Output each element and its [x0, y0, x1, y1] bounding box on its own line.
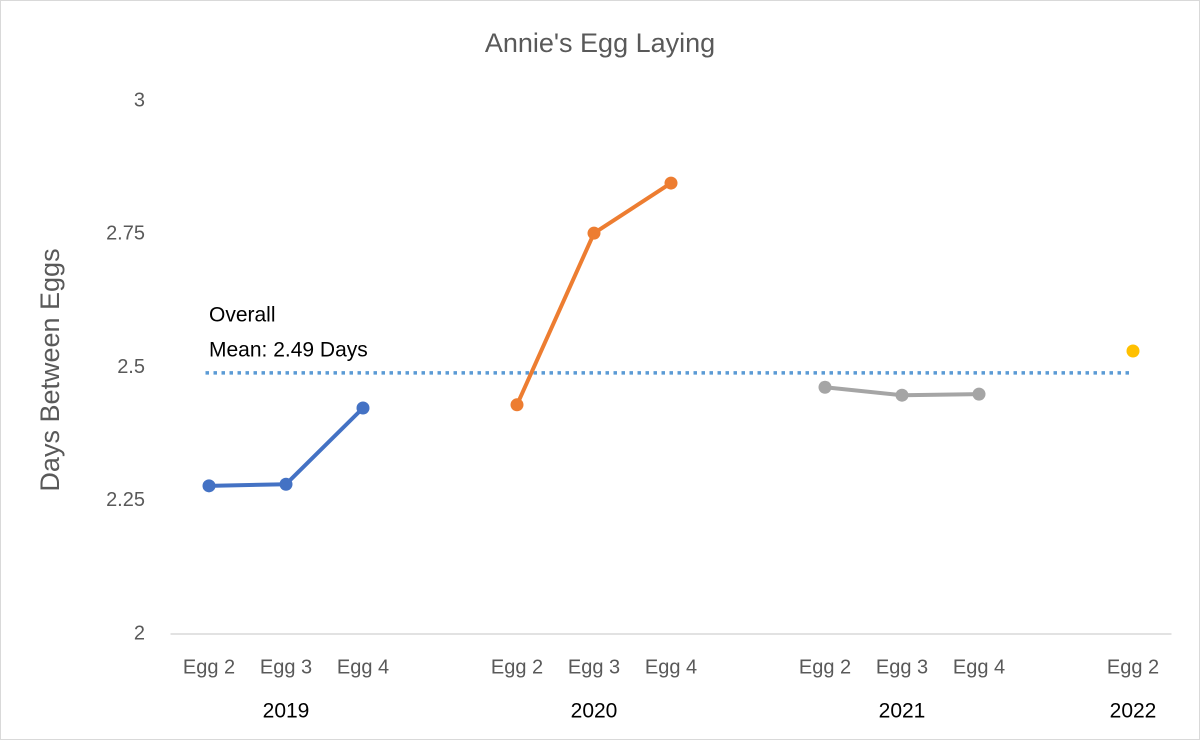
- series-marker: [664, 176, 678, 190]
- y-tick-label: 2.25: [106, 489, 145, 511]
- x-tick-label: Egg 4: [953, 656, 1005, 678]
- x-tick-label: Egg 2: [799, 656, 851, 678]
- mean-annotation: Overall: [209, 303, 276, 326]
- y-tick-label: 2.75: [106, 223, 145, 245]
- chart-title: Annie's Egg Laying: [485, 28, 715, 58]
- series-marker: [895, 388, 909, 402]
- x-tick-label: Egg 3: [260, 656, 312, 678]
- x-tick-label: Egg 4: [337, 656, 389, 678]
- series-marker: [279, 477, 293, 491]
- y-tick-label: 2: [134, 622, 145, 644]
- x-tick-label: Egg 4: [645, 656, 697, 678]
- x-tick-label: Egg 2: [1107, 656, 1159, 678]
- y-tick-label: 2.5: [117, 356, 145, 378]
- x-group-label: 2020: [571, 700, 618, 723]
- x-tick-label: Egg 3: [876, 656, 928, 678]
- series-marker: [587, 226, 601, 240]
- mean-annotation: Mean: 2.49 Days: [209, 338, 368, 361]
- x-tick-label: Egg 3: [568, 656, 620, 678]
- series-marker: [510, 398, 524, 412]
- series-marker: [818, 380, 832, 394]
- x-group-label: 2019: [263, 700, 310, 723]
- x-tick-label: Egg 2: [491, 656, 543, 678]
- y-axis-label: Days Between Eggs: [35, 248, 65, 491]
- x-tick-label: Egg 2: [183, 656, 235, 678]
- series-marker: [356, 401, 370, 415]
- series-marker: [972, 387, 986, 401]
- x-group-label: 2021: [879, 700, 926, 723]
- x-group-label: 2022: [1110, 700, 1157, 723]
- series-marker: [1126, 344, 1140, 358]
- series-marker: [202, 479, 216, 493]
- y-tick-label: 3: [134, 89, 145, 111]
